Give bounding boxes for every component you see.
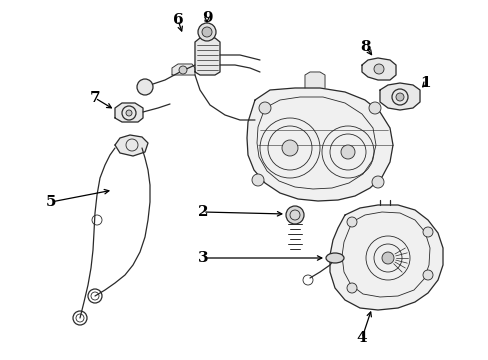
Polygon shape	[115, 103, 142, 122]
Polygon shape	[305, 72, 325, 88]
Circle shape	[340, 145, 354, 159]
Text: 2: 2	[197, 205, 208, 219]
Text: 3: 3	[197, 251, 208, 265]
Polygon shape	[172, 64, 195, 75]
Circle shape	[259, 102, 270, 114]
Circle shape	[137, 79, 153, 95]
Circle shape	[126, 110, 132, 116]
Circle shape	[395, 93, 403, 101]
Text: 6: 6	[172, 13, 183, 27]
Text: 8: 8	[360, 40, 370, 54]
Ellipse shape	[325, 253, 343, 263]
Text: 7: 7	[89, 91, 100, 105]
Circle shape	[346, 283, 356, 293]
Circle shape	[282, 140, 297, 156]
Circle shape	[346, 217, 356, 227]
Circle shape	[285, 206, 304, 224]
Polygon shape	[246, 88, 392, 201]
Circle shape	[198, 23, 216, 41]
Circle shape	[202, 27, 212, 37]
Circle shape	[179, 66, 186, 74]
Polygon shape	[329, 205, 442, 310]
Circle shape	[371, 176, 383, 188]
Circle shape	[373, 64, 383, 74]
Polygon shape	[115, 135, 148, 156]
Text: 9: 9	[201, 11, 212, 25]
Text: 1: 1	[420, 76, 430, 90]
Text: 4: 4	[356, 331, 366, 345]
Circle shape	[251, 174, 264, 186]
Circle shape	[368, 102, 380, 114]
Polygon shape	[195, 38, 220, 75]
Circle shape	[422, 227, 432, 237]
Polygon shape	[361, 58, 395, 80]
Polygon shape	[379, 83, 419, 110]
Circle shape	[381, 252, 393, 264]
Text: 5: 5	[46, 195, 56, 209]
Circle shape	[422, 270, 432, 280]
